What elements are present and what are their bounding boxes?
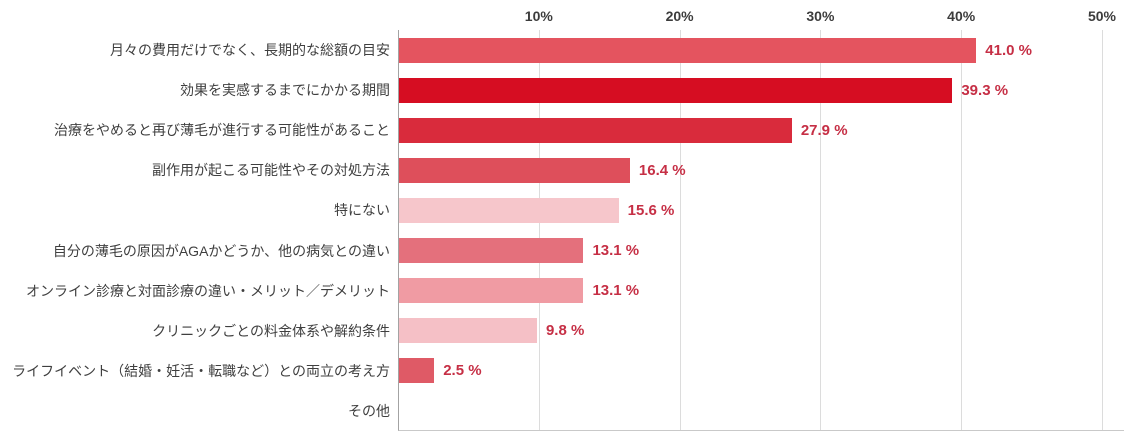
bar-track: 2.5 %	[398, 351, 1124, 391]
category-label: 効果を実感するまでにかかる期間	[180, 82, 390, 99]
bar[interactable]	[399, 358, 435, 384]
bar[interactable]	[399, 37, 977, 63]
category-label: ライフイベント（結婚・妊活・転職など）との両立の考え方	[12, 362, 390, 379]
bar[interactable]	[399, 117, 792, 143]
value-label: 16.4 %	[638, 161, 686, 179]
category-label: クリニックごとの料金体系や解約条件	[152, 322, 390, 339]
bar-track: 15.6 %	[398, 190, 1124, 230]
bar[interactable]	[399, 157, 630, 183]
category-label: 自分の薄毛の原因がAGAかどうか、他の病気との違い	[52, 242, 390, 259]
category-label: オンライン診療と対面診療の違い・メリット／デメリット	[26, 282, 390, 299]
category-label: その他	[348, 402, 390, 419]
x-axis-tick: 10%	[524, 8, 553, 24]
chart-row: 治療をやめると再び薄毛が進行する可能性があること 27.9 %	[0, 110, 1124, 150]
x-axis-tick: 50%	[1087, 8, 1117, 24]
gridline	[679, 30, 681, 430]
value-label: 27.9 %	[800, 121, 848, 139]
bar-track: 41.0 %	[398, 30, 1124, 70]
chart-row: クリニックごとの料金体系や解約条件 9.8 %	[0, 311, 1124, 351]
gridline	[820, 30, 822, 430]
x-axis-tick: 40%	[947, 8, 976, 24]
x-axis-tick: 20%	[665, 8, 694, 24]
value-label: 9.8 %	[545, 322, 585, 340]
category-label: 月々の費用だけでなく、長期的な総額の目安	[110, 42, 390, 59]
chart-row: 効果を実感するまでにかかる期間 39.3 %	[0, 70, 1124, 110]
chart-row: ライフイベント（結婚・妊活・転職など）との両立の考え方 2.5 %	[0, 351, 1124, 391]
gridline	[538, 30, 540, 430]
gridline	[1102, 30, 1103, 430]
bar[interactable]	[399, 318, 537, 344]
bar[interactable]	[399, 77, 953, 103]
value-label: 41.0 %	[985, 41, 1032, 59]
bar-track: 9.8 %	[398, 311, 1124, 351]
rows: 月々の費用だけでなく、長期的な総額の目安 41.0 % 効果を実感するまでにかかる期…	[0, 30, 1124, 431]
value-label: 2.5 %	[443, 362, 482, 380]
bar-track: 13.1 %	[398, 271, 1124, 311]
value-label: 15.6 %	[627, 201, 675, 219]
plot-area	[398, 30, 1124, 431]
chart-row: 特にない 15.6 %	[0, 190, 1124, 230]
bar-track: 16.4 %	[398, 150, 1124, 190]
x-axis: 10% 20% 30% 40% 50%	[398, 6, 1124, 26]
gridline	[961, 30, 963, 430]
chart-row: 副作用が起こる可能性やその対処方法 16.4 %	[0, 150, 1124, 190]
chart-row: オンライン診療と対面診療の違い・メリット／デメリット 13.1 %	[0, 271, 1124, 311]
value-label: 39.3 %	[961, 81, 1009, 99]
bar-track: 39.3 %	[398, 70, 1124, 110]
bar-track	[398, 391, 1124, 431]
category-label: 特にない	[334, 202, 390, 219]
value-label: 13.1 %	[592, 282, 640, 300]
x-axis-tick: 30%	[806, 8, 835, 24]
bar-track: 13.1 %	[398, 230, 1124, 270]
bar[interactable]	[399, 197, 619, 223]
chart-row: その他	[0, 391, 1124, 431]
bar[interactable]	[399, 238, 584, 264]
chart-row: 月々の費用だけでなく、長期的な総額の目安 41.0 %	[0, 30, 1124, 70]
category-label: 副作用が起こる可能性やその対処方法	[152, 162, 390, 179]
chart-row: 自分の薄毛の原因がAGAかどうか、他の病気との違い 13.1 %	[0, 230, 1124, 270]
value-label: 13.1 %	[592, 242, 640, 260]
category-label: 治療をやめると再び薄毛が進行する可能性があること	[54, 122, 390, 139]
bar[interactable]	[399, 278, 584, 304]
bar-track: 27.9 %	[398, 110, 1124, 150]
